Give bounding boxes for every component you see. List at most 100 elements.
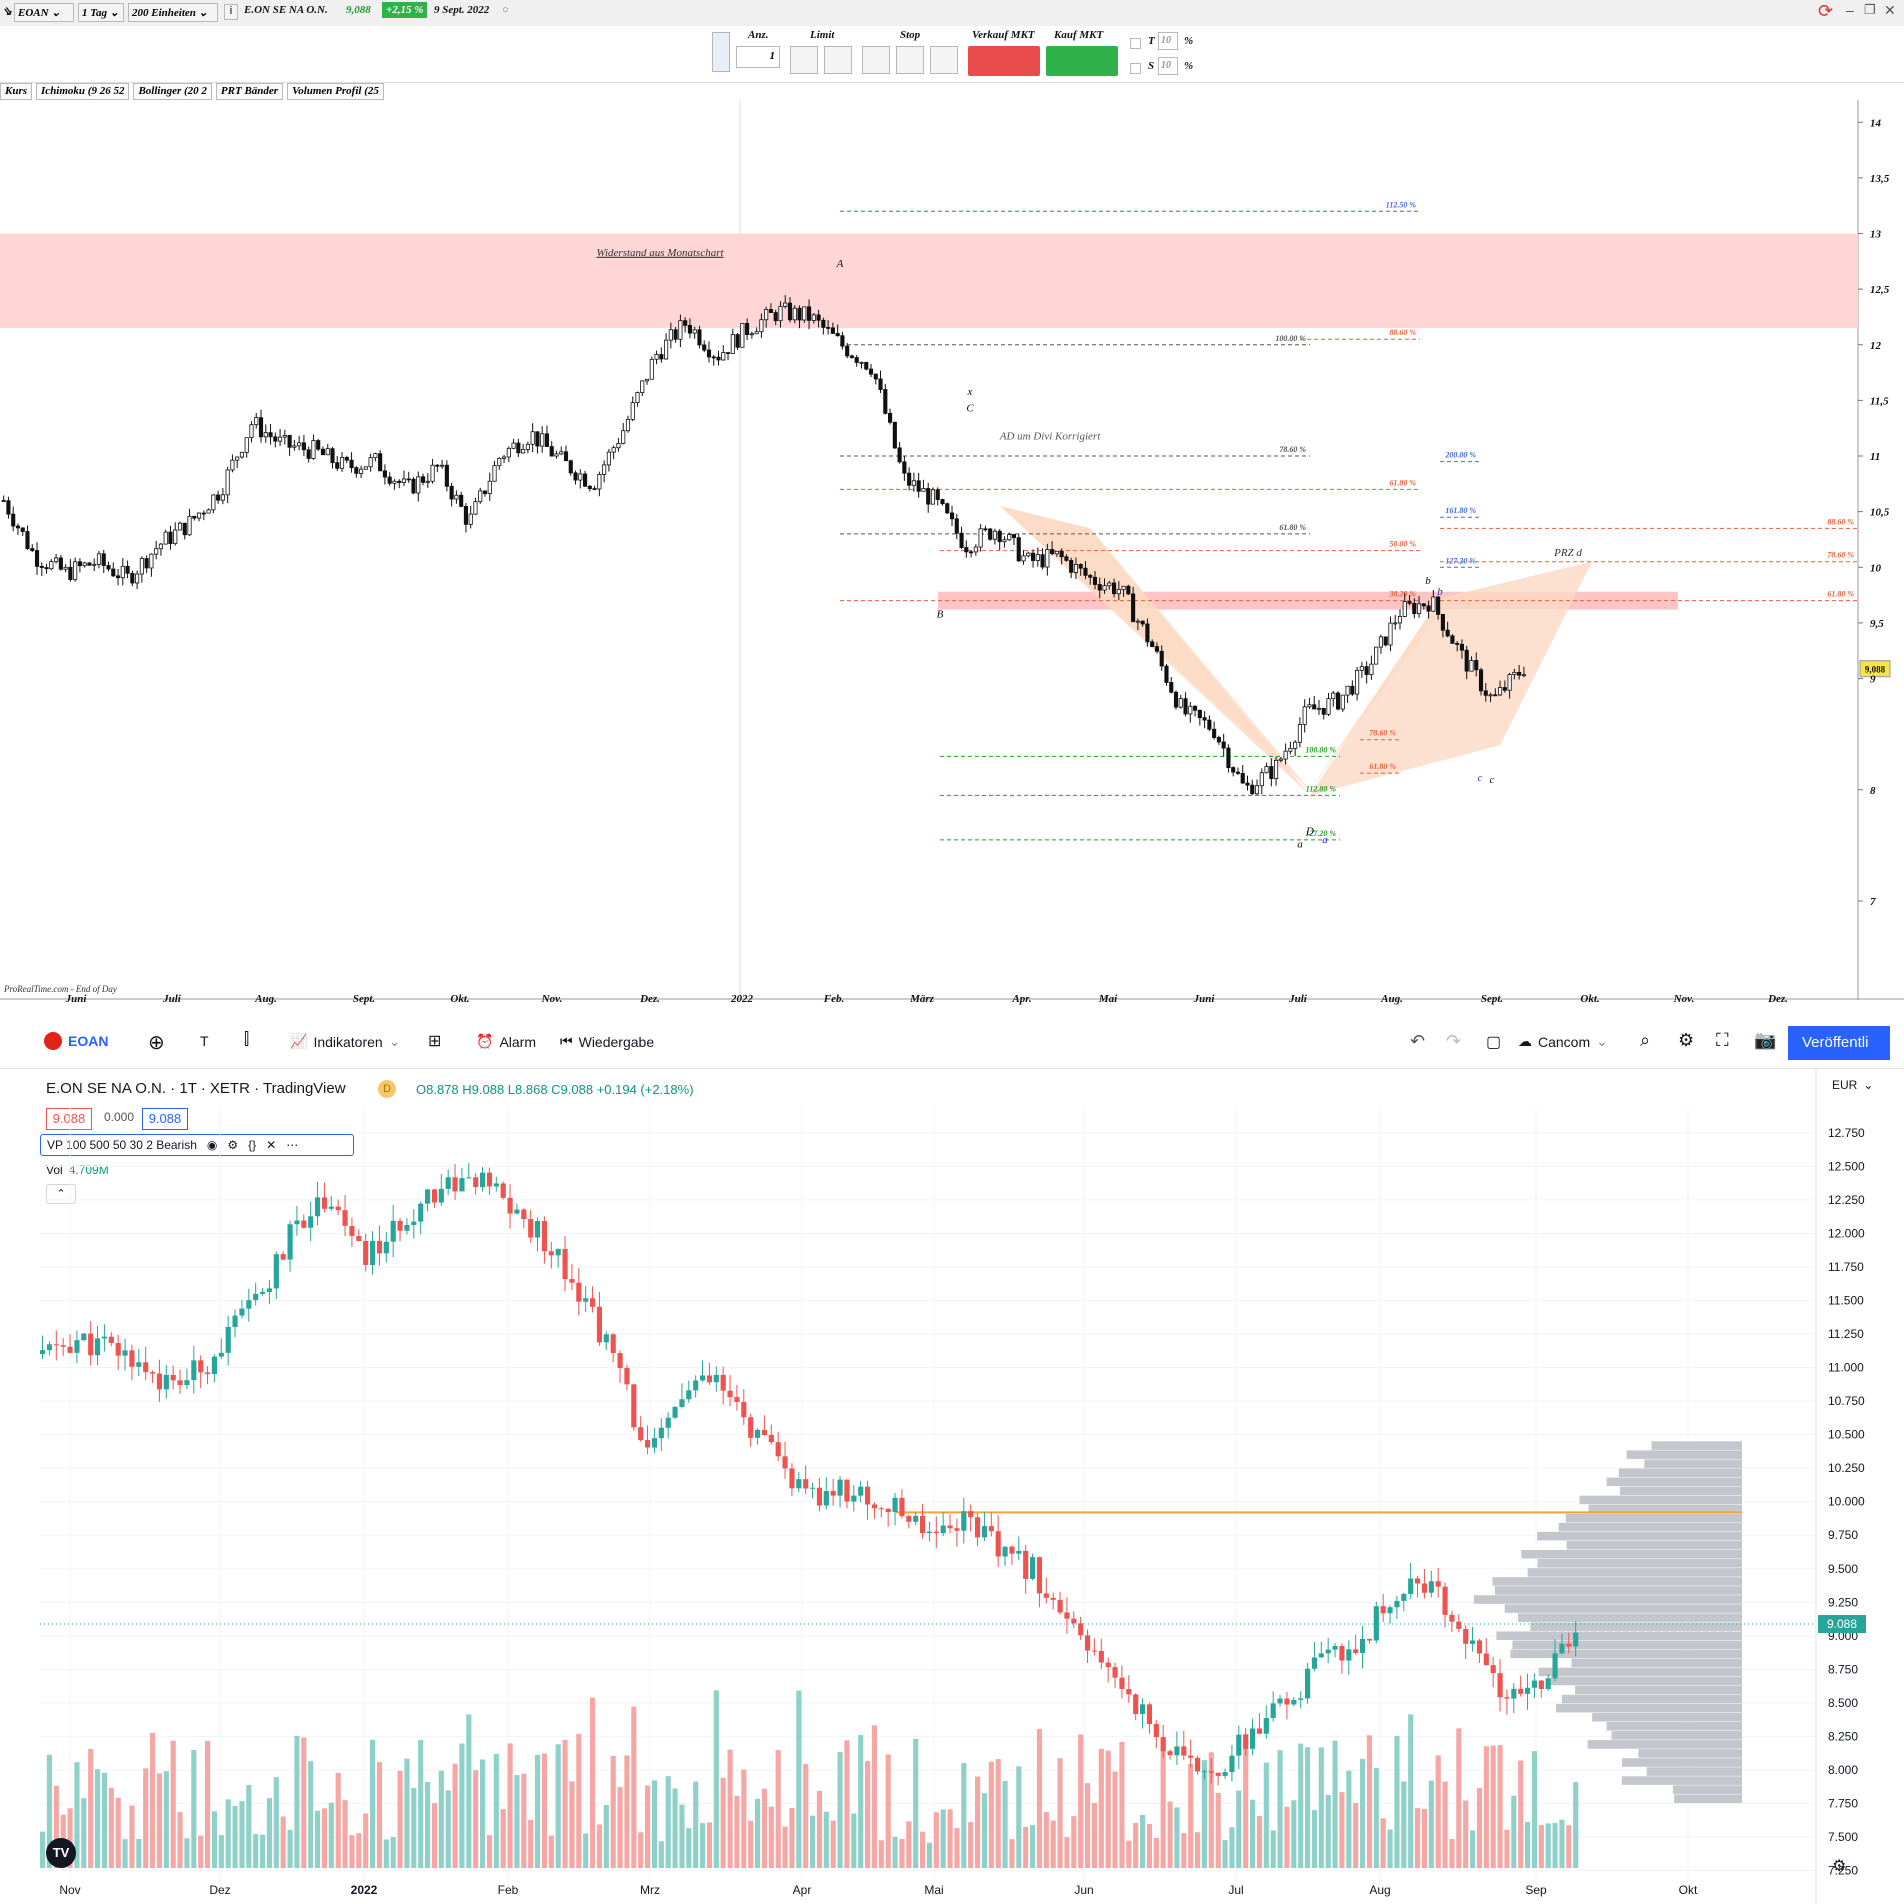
limit-sell-button[interactable] xyxy=(790,46,818,74)
settings-icon[interactable]: ⚙ xyxy=(227,1138,239,1152)
undo-icon[interactable]: ↶ xyxy=(1410,1031,1426,1051)
candle-body xyxy=(82,562,87,567)
candle-body xyxy=(849,355,855,358)
candle-body xyxy=(1293,741,1298,749)
volume-bar xyxy=(1064,1837,1070,1868)
limit-buy-button[interactable] xyxy=(824,46,852,74)
stop-sell-button[interactable] xyxy=(896,46,924,74)
stop-label: Stop xyxy=(900,29,921,41)
candle-body xyxy=(954,1528,960,1531)
candle-body xyxy=(559,451,564,455)
tv-symbol-button[interactable]: EOAN xyxy=(44,1032,108,1050)
layout-button[interactable]: ☁ Cancom ⌄ xyxy=(1518,1033,1608,1050)
vp-indicator-legend[interactable]: VP 100 500 50 30 2 Bearish ◉ ⚙ {} ✕ ⋯ xyxy=(40,1134,354,1156)
s-input[interactable]: 10 xyxy=(1158,57,1178,75)
volume-bar xyxy=(480,1759,486,1868)
candle-body xyxy=(1215,1772,1221,1776)
vp-label: VP 100 500 50 30 2 Bearish xyxy=(47,1138,197,1152)
candle-body xyxy=(1269,766,1274,780)
volume-bar xyxy=(576,1733,582,1868)
candle-body xyxy=(1164,665,1169,683)
collapse-legend-button[interactable]: ⌃ xyxy=(46,1184,76,1204)
layout-square-icon[interactable]: ▢ xyxy=(1486,1034,1502,1051)
quantity-input[interactable]: 1 xyxy=(736,46,780,68)
candle-body xyxy=(897,447,902,463)
redo-icon[interactable]: ↷ xyxy=(1446,1031,1462,1051)
alarm-icon: ⏰ xyxy=(476,1033,494,1049)
volume-bar xyxy=(686,1828,692,1868)
stop-close-button[interactable] xyxy=(930,46,958,74)
symbol-select[interactable]: EOAN ⌄ xyxy=(14,3,74,22)
s-checkbox[interactable] xyxy=(1130,63,1141,74)
refresh-icon[interactable]: ⟳ xyxy=(1818,1,1834,21)
candle-style-icon[interactable]: ⫿ xyxy=(244,1031,250,1048)
publish-button[interactable]: Veröffentli xyxy=(1788,1026,1890,1060)
volume-bar xyxy=(514,1775,520,1868)
sell-market-button[interactable] xyxy=(968,46,1040,76)
candle-body xyxy=(1573,1632,1579,1647)
units-select[interactable]: 200 Einheiten ⌄ xyxy=(128,3,218,22)
chart-settings-icon[interactable]: ⚙ xyxy=(1832,1858,1847,1875)
candle-body xyxy=(1518,1688,1524,1694)
currency-select[interactable]: EUR ⌄ xyxy=(1832,1078,1873,1092)
indicators-button[interactable]: 📈 Indikatoren ⌄ xyxy=(290,1033,400,1050)
search-icon[interactable]: ⌕ xyxy=(1640,1030,1651,1050)
candle-body xyxy=(344,456,349,461)
y-tick-label: 7 xyxy=(1870,896,1876,908)
indicator-toggle[interactable]: Ichimoku (9 26 52 xyxy=(36,83,130,100)
candle-body xyxy=(201,512,206,515)
candle-body xyxy=(906,1516,912,1522)
candle-body xyxy=(1263,1718,1269,1734)
info-icon[interactable]: i xyxy=(224,4,238,20)
volume-bar xyxy=(328,1802,334,1868)
bid-button[interactable]: 9.088 xyxy=(46,1108,92,1130)
prt-expand-icon[interactable]: ⇘ xyxy=(2,4,13,18)
minimize-icon[interactable]: – xyxy=(1846,2,1854,18)
restore-icon[interactable]: ❐ xyxy=(1864,2,1876,17)
indicator-toggle[interactable]: Kurs xyxy=(0,83,33,100)
candle-body xyxy=(111,568,116,577)
volume-bar xyxy=(782,1826,788,1868)
candle-body xyxy=(149,553,154,569)
close-icon[interactable]: ✕ xyxy=(1884,2,1896,18)
candle-body xyxy=(473,501,478,515)
interval-button[interactable]: T xyxy=(200,1033,209,1049)
stop-buy-button[interactable] xyxy=(862,46,890,74)
camera-icon[interactable]: 📷 xyxy=(1754,1030,1777,1050)
t-input[interactable]: 10 xyxy=(1158,32,1178,50)
candle-body xyxy=(1036,1557,1043,1594)
candle-body xyxy=(480,1172,486,1188)
volume-profile-bar xyxy=(1496,1631,1742,1641)
volume-bar xyxy=(356,1833,362,1868)
candle-body xyxy=(644,378,650,382)
ask-button[interactable]: 9.088 xyxy=(142,1108,188,1130)
chart-annotation: a xyxy=(1297,839,1303,851)
volume-bar xyxy=(1325,1794,1331,1868)
indicator-toggle[interactable]: Bollinger (20 2 xyxy=(133,83,212,100)
more-icon[interactable]: ⋯ xyxy=(286,1138,299,1152)
candle-body xyxy=(1174,1746,1180,1756)
templates-icon[interactable]: ⊞ xyxy=(428,1033,442,1050)
candle-body xyxy=(60,1345,66,1347)
indicator-toggle[interactable]: PRT Bänder xyxy=(215,83,284,100)
candle-body xyxy=(292,445,297,448)
indicator-toggle[interactable]: Volumen Profil (25 xyxy=(287,83,384,100)
source-code-icon[interactable]: {} xyxy=(248,1138,257,1152)
buy-market-button[interactable] xyxy=(1046,46,1118,76)
candle-body xyxy=(235,456,240,461)
fullscreen-icon[interactable]: ⛶ xyxy=(1716,1030,1729,1050)
replay-button[interactable]: ⏮ Wiedergabe xyxy=(560,1033,654,1050)
candle-body xyxy=(1302,706,1307,725)
t-checkbox[interactable] xyxy=(1130,38,1141,49)
candle-body xyxy=(511,442,516,449)
candle-body xyxy=(1145,623,1150,643)
candle-body xyxy=(1173,691,1179,708)
gear-icon[interactable]: ⚙ xyxy=(1678,1030,1695,1050)
add-symbol-icon[interactable]: ⊕ xyxy=(148,1032,165,1054)
candle-body xyxy=(363,1240,369,1265)
remove-icon[interactable]: ✕ xyxy=(266,1138,277,1152)
alarm-button[interactable]: ⏰ Alarm xyxy=(476,1033,536,1050)
timeframe-select[interactable]: 1 Tag ⌄ xyxy=(78,3,124,22)
eye-icon[interactable]: ◉ xyxy=(206,1138,218,1152)
settings-wrench-icon[interactable] xyxy=(712,32,730,72)
